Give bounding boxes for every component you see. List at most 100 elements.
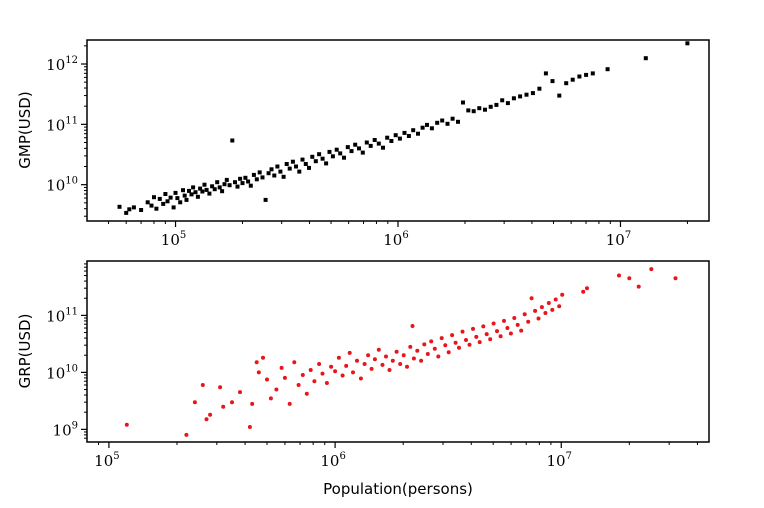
data-point — [364, 140, 369, 145]
data-point — [636, 284, 641, 289]
data-point — [355, 358, 359, 363]
data-point — [401, 353, 406, 358]
data-point — [235, 184, 240, 189]
data-point — [233, 180, 237, 185]
data-point — [260, 175, 265, 180]
data-point — [357, 146, 361, 151]
data-point — [308, 368, 313, 372]
data-point — [419, 358, 424, 363]
data-point — [508, 331, 513, 336]
data-point — [248, 183, 253, 188]
data-point — [292, 360, 297, 365]
data-point — [344, 363, 349, 368]
data-point — [217, 185, 222, 190]
y-tick-label: 1011 — [46, 306, 78, 325]
data-point — [402, 130, 407, 135]
data-point — [243, 175, 248, 180]
data-point — [290, 159, 295, 164]
gmp-points — [117, 41, 690, 215]
data-point — [184, 432, 189, 437]
data-point — [512, 316, 517, 320]
data-point — [238, 390, 242, 395]
data-point — [443, 343, 448, 348]
grp-y-axis-label: GRP(USD) — [16, 314, 34, 389]
data-point — [296, 383, 301, 387]
data-point — [491, 321, 496, 326]
y-tick-label: 1012 — [46, 55, 78, 74]
data-point — [338, 151, 343, 156]
data-point — [208, 412, 213, 417]
data-point — [358, 376, 363, 381]
data-point — [533, 308, 538, 313]
data-point — [182, 193, 187, 198]
data-point — [124, 210, 129, 215]
data-point — [584, 72, 589, 77]
data-point — [317, 362, 322, 366]
grp-x-ticks: 105 106 107 — [94, 442, 698, 470]
data-point — [127, 207, 132, 212]
data-point — [333, 369, 338, 374]
data-point — [422, 342, 427, 347]
data-point — [466, 108, 471, 113]
data-point — [429, 126, 434, 131]
data-point — [390, 358, 395, 363]
data-point — [204, 417, 209, 422]
data-point — [471, 326, 475, 331]
data-point — [411, 356, 416, 361]
data-point — [387, 368, 392, 372]
data-point — [198, 186, 203, 191]
data-point — [157, 196, 162, 201]
x-tick-label: 105 — [94, 451, 119, 470]
data-point — [511, 96, 516, 101]
data-point — [519, 328, 524, 333]
data-point — [590, 71, 595, 76]
data-point — [537, 86, 542, 91]
data-point — [416, 131, 420, 136]
data-point — [251, 172, 256, 177]
data-point — [154, 206, 159, 211]
data-point — [124, 422, 129, 427]
data-point — [425, 352, 430, 356]
data-point — [505, 326, 510, 330]
data-point — [181, 188, 185, 193]
data-point — [617, 273, 621, 278]
data-point — [192, 400, 197, 405]
data-point — [440, 118, 445, 123]
data-point — [477, 340, 482, 345]
data-point — [173, 190, 178, 195]
data-point — [524, 92, 529, 97]
data-point — [218, 385, 223, 390]
data-point — [450, 116, 455, 121]
data-point — [372, 357, 377, 362]
data-point — [310, 154, 315, 159]
data-point — [254, 177, 259, 182]
data-point — [351, 370, 355, 375]
data-point — [405, 364, 409, 369]
data-point — [353, 142, 358, 147]
data-point — [349, 149, 354, 154]
grp-x-axis-label: Population(persons) — [323, 480, 473, 498]
data-point — [340, 373, 345, 378]
data-point — [256, 370, 261, 375]
data-point — [320, 371, 325, 376]
data-point — [230, 138, 235, 143]
data-point — [536, 316, 541, 321]
data-point — [263, 197, 268, 202]
data-point — [435, 120, 440, 125]
data-point — [577, 74, 582, 79]
data-point — [393, 133, 398, 138]
data-point — [515, 322, 520, 327]
data-point — [212, 187, 217, 192]
data-point — [265, 377, 269, 382]
data-point — [230, 400, 234, 405]
data-point — [215, 180, 220, 185]
data-point — [432, 346, 437, 351]
data-point — [287, 166, 292, 171]
data-point — [200, 383, 205, 387]
data-point — [546, 301, 551, 305]
grp-y-ticks: 109 1010 1011 — [46, 263, 87, 439]
data-point — [570, 77, 575, 82]
data-point — [406, 134, 411, 138]
data-point — [369, 366, 374, 371]
